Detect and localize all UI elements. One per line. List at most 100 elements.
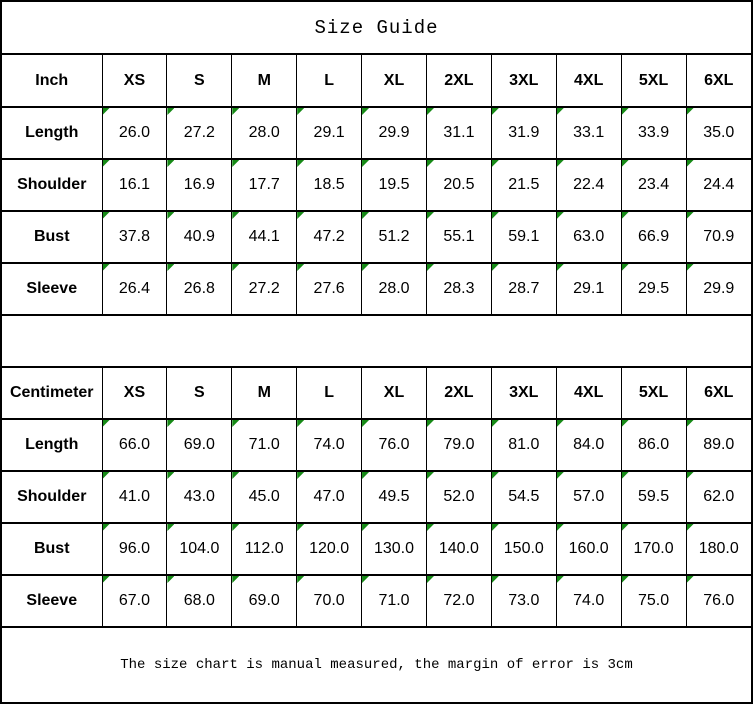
measurement-value-cell: 140.0 (425, 522, 492, 576)
measurement-value-cell: 23.4 (620, 158, 687, 212)
measurement-value: 27.2 (183, 124, 215, 141)
green-corner-marker-icon (362, 160, 370, 167)
green-corner-marker-icon (686, 472, 694, 479)
measurement-value-cell: 31.9 (490, 106, 557, 160)
measurement-value: 57.0 (573, 488, 605, 505)
green-corner-marker-icon (362, 472, 370, 479)
measurement-value-cell: 130.0 (361, 522, 427, 576)
measurement-value: 140.0 (438, 540, 479, 557)
measurement-value: 23.4 (638, 176, 670, 193)
measurement-value: 68.0 (183, 592, 215, 609)
green-corner-marker-icon (556, 212, 564, 219)
measurement-value-cell: 96.0 (101, 522, 168, 576)
measurement-value-cell: 19.5 (361, 158, 427, 212)
measurement-value-cell: 49.5 (361, 470, 427, 524)
green-corner-marker-icon (491, 472, 499, 479)
measurement-value: 84.0 (573, 436, 605, 453)
green-corner-marker-icon (167, 524, 175, 531)
measurement-value-cell: 86.0 (620, 418, 687, 472)
green-corner-marker-icon (426, 576, 434, 583)
measurement-value-cell: 31.1 (425, 106, 492, 160)
measurement-value: 22.4 (573, 176, 605, 193)
size-header-cell: 6XL (685, 55, 751, 108)
measurement-value: 150.0 (503, 540, 544, 557)
measurement-value: 47.2 (313, 228, 345, 245)
measurement-value-cell: 73.0 (490, 574, 557, 628)
size-header-cell: 2XL (425, 366, 492, 420)
green-corner-marker-icon (426, 160, 434, 167)
green-corner-marker-icon (556, 108, 564, 115)
measurement-value-cell: 76.0 (361, 418, 427, 472)
green-corner-marker-icon (232, 264, 240, 271)
measurement-value: 16.9 (183, 176, 215, 193)
measurement-value-cell: 21.5 (490, 158, 557, 212)
measurement-value-cell: 54.5 (490, 470, 557, 524)
footer-note: The size chart is manual measured, the m… (120, 657, 633, 673)
measurement-value: 45.0 (248, 488, 280, 505)
measurement-value: 73.0 (508, 592, 540, 609)
measurement-value-cell: 81.0 (490, 418, 557, 472)
measurement-value: 180.0 (698, 540, 739, 557)
green-corner-marker-icon (167, 212, 175, 219)
measurement-value-cell: 104.0 (166, 522, 233, 576)
measurement-value-cell: 69.0 (231, 574, 298, 628)
green-corner-marker-icon (102, 212, 110, 219)
measurement-value-cell: 33.1 (555, 106, 622, 160)
measurement-value: 71.0 (378, 592, 410, 609)
measurement-value-cell: 27.6 (296, 262, 363, 316)
measurement-value: 70.0 (313, 592, 345, 609)
measurement-value-cell: 71.0 (361, 574, 427, 628)
measurement-value: 28.3 (443, 280, 475, 297)
measurement-row: Sleeve 26.4 26.8 27.2 27.6 28.0 28.3 28.7 29.1 29… (2, 262, 751, 316)
measurement-label-cell: Length (2, 418, 103, 472)
measurement-value-cell: 68.0 (166, 574, 233, 628)
green-corner-marker-icon (556, 264, 564, 271)
measurement-value: 20.5 (443, 176, 475, 193)
measurement-value-cell: 18.5 (296, 158, 363, 212)
measurement-row: Length 26.0 27.2 28.0 29.1 29.9 31.1 31.9 33.1 33… (2, 106, 751, 160)
measurement-value-cell: 59.5 (620, 470, 687, 524)
measurement-value-cell: 63.0 (555, 210, 622, 264)
green-corner-marker-icon (556, 472, 564, 479)
measurement-value-cell: 170.0 (620, 522, 687, 576)
measurement-value-cell: 40.9 (166, 210, 233, 264)
measurement-value: 75.0 (638, 592, 670, 609)
measurement-value-cell: 41.0 (101, 470, 168, 524)
size-header-cell: 4XL (555, 55, 622, 108)
green-corner-marker-icon (426, 524, 434, 531)
centimeter-size-table: Centimeter XS S M L XL 2XL 3XL 4XL 5XL 6XL Length 66… (2, 366, 751, 628)
green-corner-marker-icon (426, 264, 434, 271)
measurement-value-cell: 120.0 (296, 522, 363, 576)
measurement-label-cell: Sleeve (2, 574, 103, 628)
measurement-value: 18.5 (313, 176, 345, 193)
measurement-value-cell: 47.2 (296, 210, 363, 264)
green-corner-marker-icon (102, 264, 110, 271)
measurement-value: 16.1 (118, 176, 151, 193)
green-corner-marker-icon (362, 212, 370, 219)
measurement-value: 67.0 (118, 592, 151, 609)
measurement-value: 29.9 (703, 280, 735, 297)
measurement-value-cell: 59.1 (490, 210, 557, 264)
measurement-value: 27.6 (313, 280, 345, 297)
measurement-value: 19.5 (378, 176, 410, 193)
measurement-value-cell: 29.9 (685, 262, 751, 316)
green-corner-marker-icon (232, 472, 240, 479)
measurement-value: 33.9 (638, 124, 670, 141)
measurement-value: 49.5 (378, 488, 410, 505)
measurement-label-cell: Bust (2, 522, 103, 576)
green-corner-marker-icon (232, 108, 240, 115)
measurement-value-cell: 62.0 (685, 470, 751, 524)
measurement-value: 170.0 (633, 540, 674, 557)
green-corner-marker-icon (621, 108, 629, 115)
measurement-value-cell: 79.0 (425, 418, 492, 472)
measurement-row: Sleeve 67.0 68.0 69.0 70.0 71.0 72.0 73.0 74.0 75… (2, 574, 751, 628)
green-corner-marker-icon (297, 524, 305, 531)
measurement-value: 37.8 (118, 228, 151, 245)
green-corner-marker-icon (102, 472, 110, 479)
size-header-cell: 3XL (490, 366, 557, 420)
measurement-value: 29.1 (573, 280, 605, 297)
green-corner-marker-icon (556, 160, 564, 167)
measurement-value-cell: 160.0 (555, 522, 622, 576)
green-corner-marker-icon (491, 524, 499, 531)
